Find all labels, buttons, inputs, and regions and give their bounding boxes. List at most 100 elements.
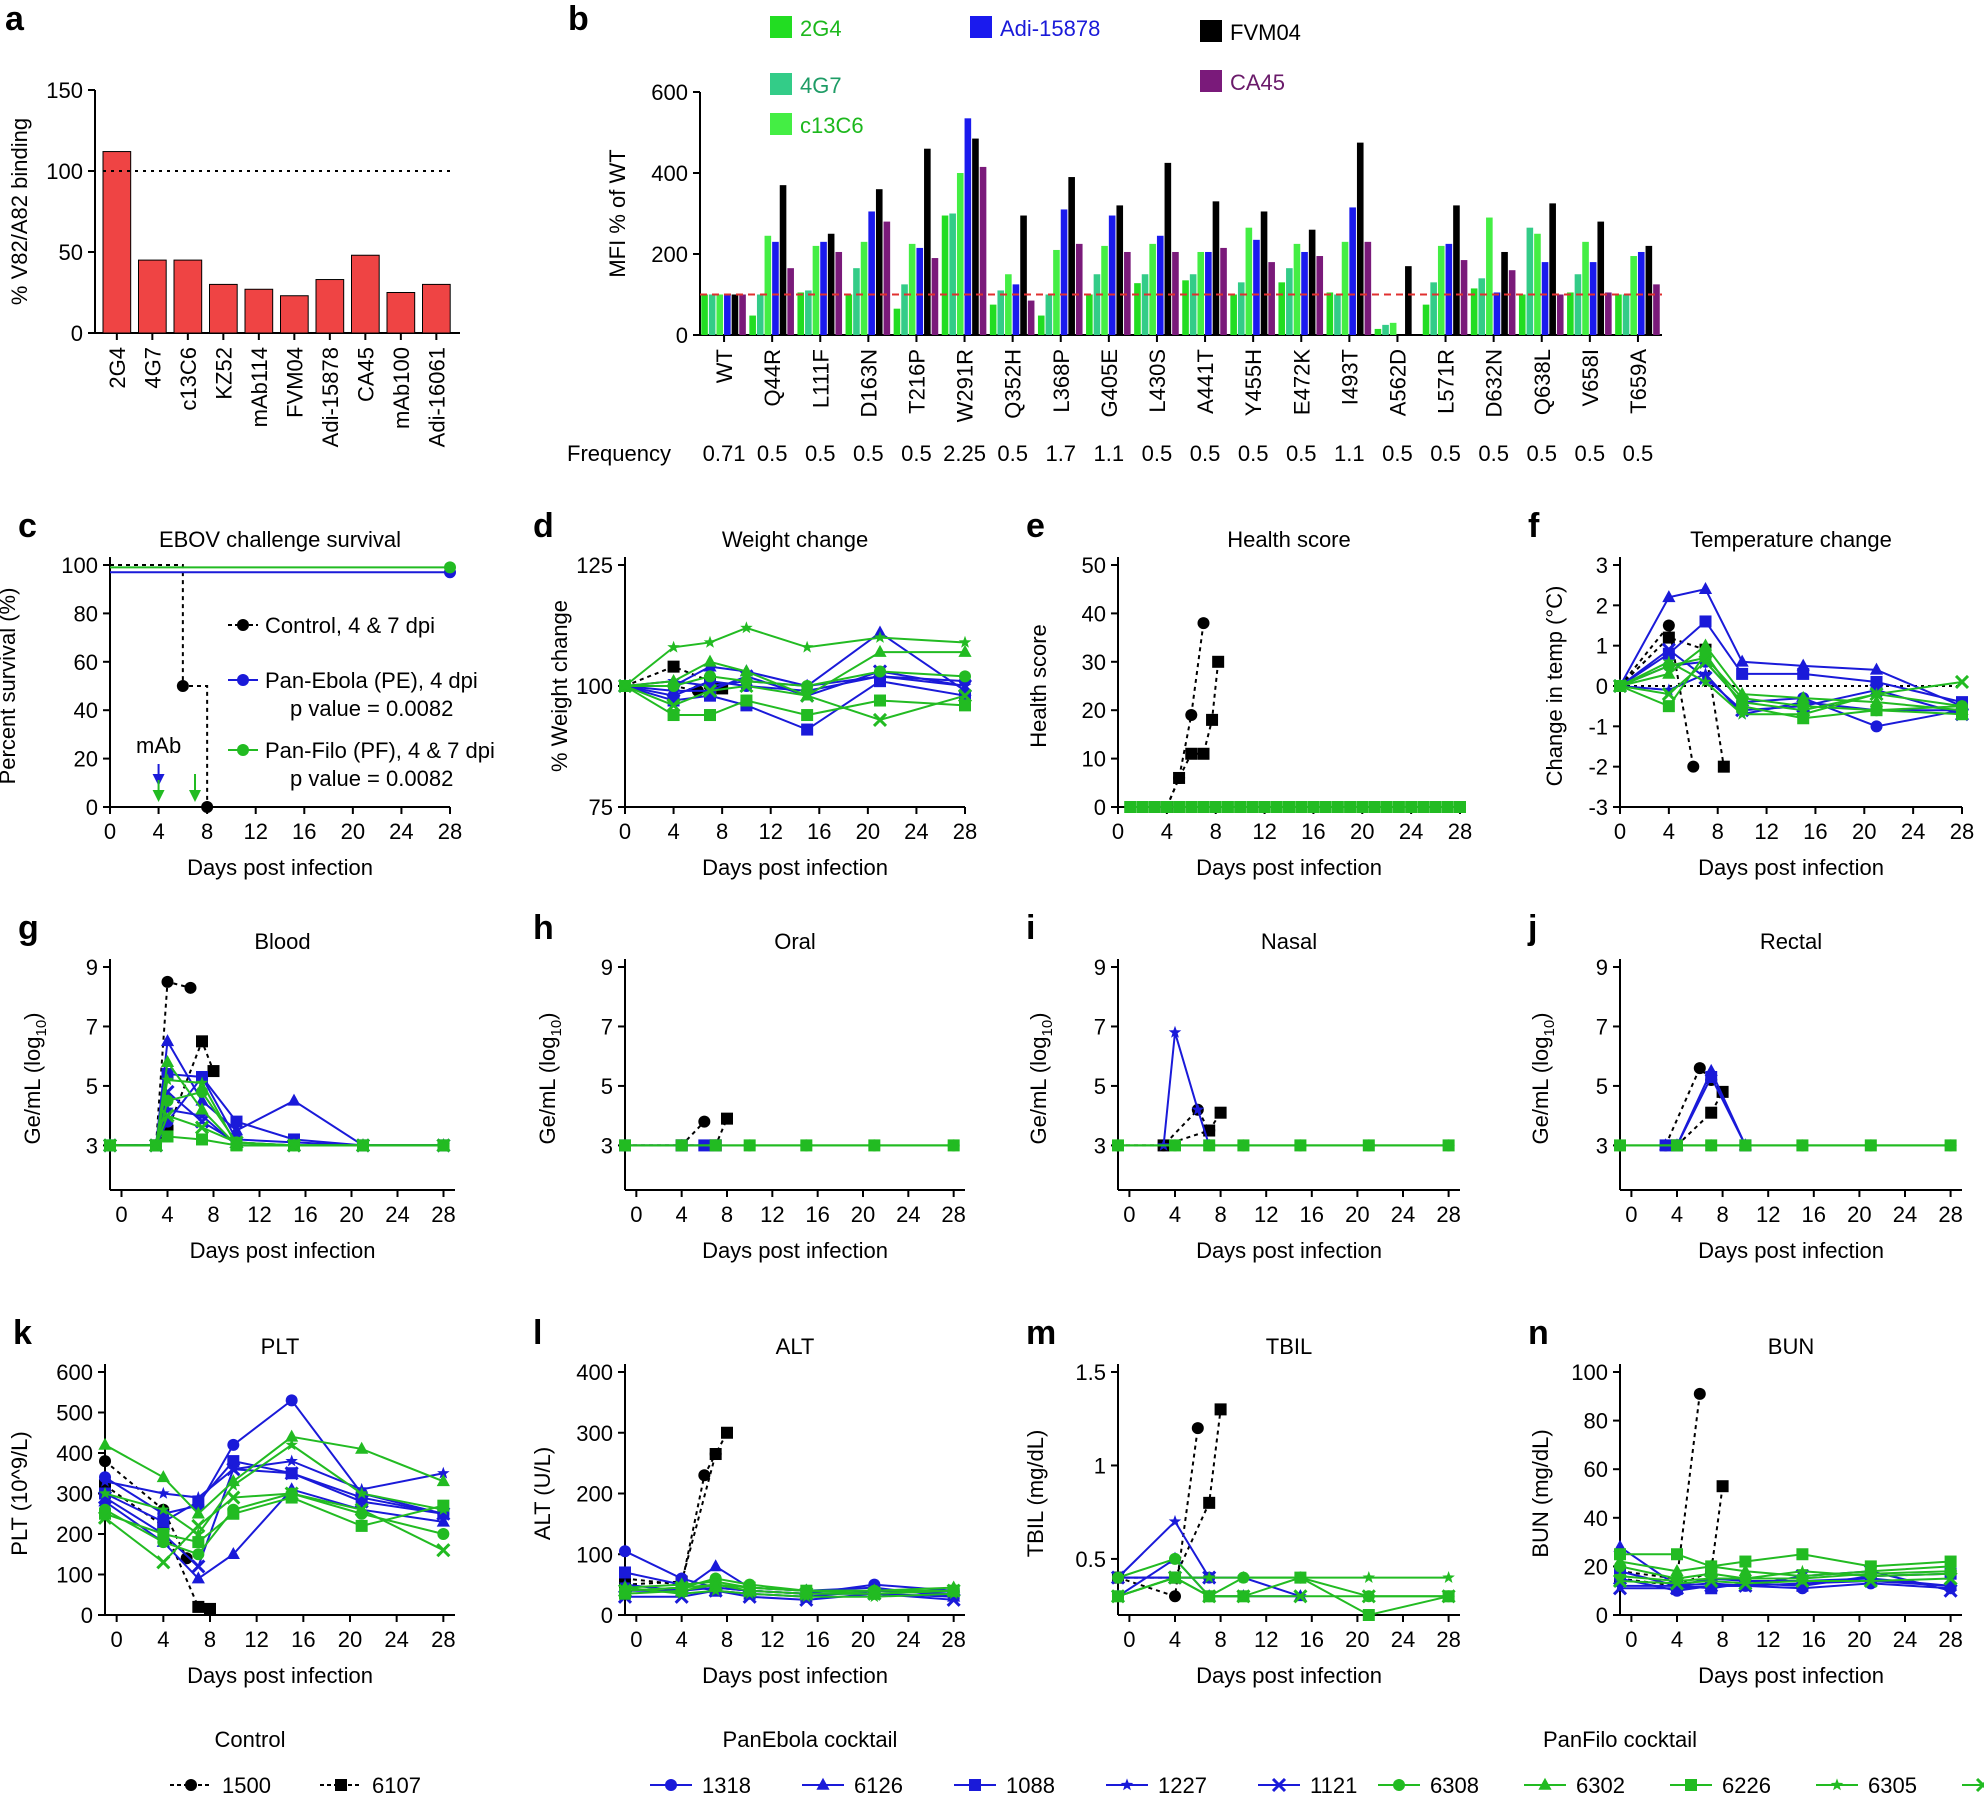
x-tick-label: L111F <box>808 349 833 408</box>
x-axis-label: Days post infection <box>1196 1238 1382 1263</box>
data-point-6107 <box>1717 760 1730 773</box>
x-tick-label: 12 <box>247 1202 271 1227</box>
p-value-label: p value = 0.0082 <box>290 696 453 721</box>
legend-marker-1227 <box>1120 1778 1134 1791</box>
y-tick-label: 0 <box>71 321 83 346</box>
y-axis-label-main: Ge/mL (log <box>535 1037 560 1145</box>
chart-title: TBIL <box>1266 1334 1312 1359</box>
data-point-6308 <box>801 680 814 692</box>
data-point-6155 <box>1612 1573 1628 1589</box>
y-axis-label: MFI % of WT <box>605 149 630 277</box>
bar-FVM04-D163N <box>875 189 883 335</box>
data-point-treated <box>1136 801 1149 813</box>
x-tick-label: E472K <box>1289 349 1314 415</box>
bar-c13C6-L430S <box>1149 243 1156 335</box>
data-point-1088 <box>619 1566 631 1579</box>
legend-item-label: 1318 <box>702 1773 751 1795</box>
data-point-6155 <box>1236 1589 1251 1604</box>
bar-Adi-15878-L571R <box>1445 243 1453 335</box>
y-tick-label: 1 <box>1596 634 1608 659</box>
legend-swatch-CA45 <box>1200 70 1222 92</box>
bar-4G7-A441T <box>1189 274 1197 335</box>
legend-marker-6308 <box>1393 1779 1405 1791</box>
bar-2G4-D163N <box>845 294 853 335</box>
x-tick-label: 0 <box>104 819 116 844</box>
bar-Adi-15878-T216P <box>916 247 924 335</box>
y-tick-label: 40 <box>1082 601 1106 626</box>
data-point-treated <box>1197 801 1210 813</box>
x-tick-label: 12 <box>1754 819 1778 844</box>
x-axis-label: Days post infection <box>190 1238 376 1263</box>
y-tick-label: 1.5 <box>1075 1360 1106 1385</box>
data-point-6155 <box>1110 1589 1126 1604</box>
data-point-6107 <box>192 1600 205 1613</box>
bar-4G7-Q638L <box>1526 227 1534 335</box>
data-point-treated <box>1124 801 1137 813</box>
y-tick-label: 30 <box>1082 650 1106 675</box>
legend-marker-6107 <box>335 1779 347 1791</box>
bar-c13C6-V658I <box>1582 241 1589 335</box>
y-tick-label: 5 <box>601 1074 613 1099</box>
bar-CA45-WT <box>739 294 746 335</box>
data-point-1088 <box>1699 615 1712 628</box>
y-axis-label: % V82/A82 binding <box>7 118 32 305</box>
data-point-6226 <box>1614 1139 1626 1152</box>
legend-item-label: 1500 <box>222 1773 271 1795</box>
chart-title: EBOV challenge survival <box>159 527 401 552</box>
y-tick-label: 9 <box>1596 955 1608 980</box>
y-tick-label: 7 <box>1596 1014 1608 1039</box>
data-point-6305 <box>1237 1571 1250 1583</box>
bar-Adi-15878-V658I <box>1589 262 1597 335</box>
data-point-6305 <box>1796 1564 1809 1577</box>
data-point-6302 <box>160 1054 175 1067</box>
data-point-6107 <box>1662 631 1675 644</box>
x-tick-label: A441T <box>1193 349 1218 414</box>
data-point-treated <box>1429 801 1442 813</box>
bar-4G7-L430S <box>1141 274 1149 335</box>
data-point-6126 <box>98 1494 112 1507</box>
x-tick-label: 8 <box>1716 1202 1728 1227</box>
x-tick-label: 20 <box>1350 819 1374 844</box>
bar-Adi-15878-T659A <box>1637 251 1645 335</box>
legend-item-label: 6302 <box>1576 1773 1625 1795</box>
bar-c13C6-A441T <box>1197 251 1205 335</box>
panel-label: i <box>1026 909 1035 947</box>
frequency-value: 1.1 <box>1094 441 1125 466</box>
data-point-6305 <box>667 640 680 653</box>
bar-c13C6-Q44R <box>764 235 772 335</box>
panel-b: b 0 200 400 600 MFI % of WT WT 0.71 Q44R 0.5 L111F… <box>567 0 1662 466</box>
data-point-6305 <box>800 640 814 653</box>
x-tick-label: 28 <box>1950 819 1974 844</box>
data-point-6226 <box>675 1139 688 1152</box>
bar-2G4-WT <box>701 294 708 335</box>
bar-c13C6-T659A <box>1630 256 1637 335</box>
frequency-label: Frequency <box>567 441 671 466</box>
x-tick-label: 28 <box>941 1627 965 1652</box>
frequency-value: 0.5 <box>757 441 788 466</box>
y-tick-label: 3 <box>1596 1133 1608 1158</box>
x-tick-label: 0 <box>1625 1627 1637 1652</box>
x-axis-label: Days post infection <box>702 855 888 880</box>
data-point-6305 <box>1442 1571 1455 1583</box>
y-tick-label: 200 <box>576 1482 613 1507</box>
data-point-6155 <box>97 1510 113 1525</box>
y-tick-label: 100 <box>576 674 613 699</box>
y-tick-label: 9 <box>601 955 613 980</box>
data-point-6226 <box>801 709 814 722</box>
data-point-6305 <box>1699 675 1712 688</box>
bar-2G4-T659A <box>1615 294 1622 335</box>
data-point-treated <box>1283 801 1295 813</box>
data-point-1121 <box>226 1462 241 1477</box>
bar-2G4-W291R <box>941 215 949 335</box>
x-tick-label: 4G7 <box>140 347 165 389</box>
legend-item-label: 6126 <box>854 1773 903 1795</box>
bar-4G7-WT <box>708 294 716 335</box>
x-axis-label: Days post infection <box>702 1238 888 1263</box>
y-tick-label: 3 <box>601 1133 613 1158</box>
data-point-6155 <box>156 1555 171 1570</box>
x-tick-label: Y455H <box>1241 349 1266 416</box>
data-point-6155 <box>191 1518 206 1533</box>
data-point-6126 <box>1796 658 1810 671</box>
x-tick-label: 0 <box>619 819 631 844</box>
